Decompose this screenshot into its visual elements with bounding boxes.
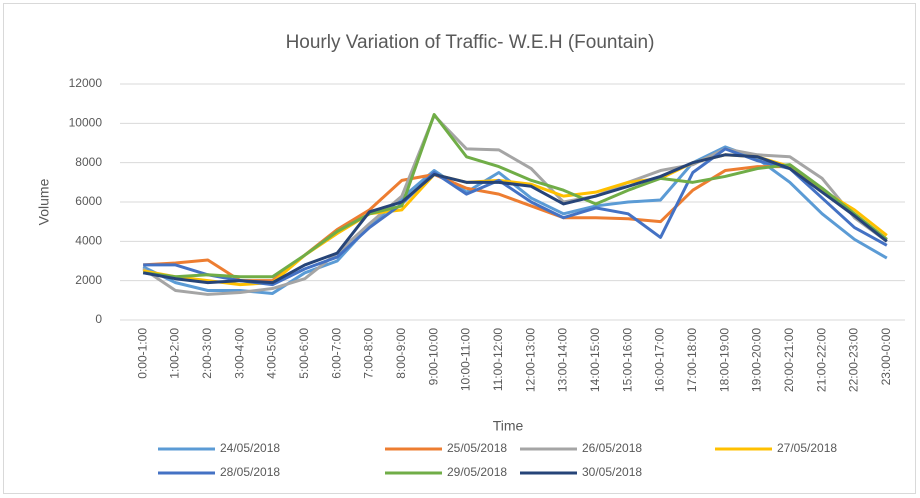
x-axis-title: Time <box>493 418 524 434</box>
x-tick-label: 7:00-8:00 <box>362 328 376 379</box>
y-tick-label: 4000 <box>75 234 102 248</box>
legend-label: 29/05/2018 <box>447 465 507 479</box>
x-tick-label: 8:00-9:00 <box>394 328 408 379</box>
x-tick-label: 12:00-13:00 <box>523 328 537 392</box>
y-tick-label: 6000 <box>75 194 102 208</box>
x-tick-label: 9:00-10:00 <box>426 328 440 386</box>
x-tick-label: 14:00-15:00 <box>588 328 602 392</box>
x-tick-label: 2:00-3:00 <box>200 328 214 379</box>
series-line <box>143 147 888 287</box>
y-tick-label: 2000 <box>75 273 102 287</box>
legend-label: 28/05/2018 <box>220 465 280 479</box>
x-tick-label: 3:00-4:00 <box>232 328 246 379</box>
x-tick-label: 17:00-18:00 <box>685 328 699 392</box>
legend-label: 26/05/2018 <box>582 441 642 455</box>
x-tick-label: 23:00-0:00 <box>879 328 893 386</box>
legend-label: 30/05/2018 <box>582 465 642 479</box>
legend-label: 27/05/2018 <box>777 441 837 455</box>
legend-label: 24/05/2018 <box>220 441 280 455</box>
x-tick-label: 16:00-17:00 <box>653 328 667 392</box>
y-tick-label: 8000 <box>75 155 102 169</box>
x-tick-label: 11:00-12:00 <box>491 328 505 391</box>
x-tick-label: 13:00-14:00 <box>556 328 570 392</box>
x-tick-label: 10:00-11:00 <box>459 328 473 391</box>
x-tick-label: 18:00-19:00 <box>717 328 731 392</box>
series-line <box>142 112 888 279</box>
chart-border <box>3 3 916 494</box>
x-tick-label: 20:00-21:00 <box>782 328 796 392</box>
y-tick-label: 12000 <box>69 76 103 90</box>
y-tick-label: 0 <box>95 312 102 326</box>
x-tick-label: 19:00-20:00 <box>750 328 764 392</box>
x-tick-label: 0:00-1:00 <box>135 328 149 379</box>
chart-title: Hourly Variation of Traffic- W.E.H (Foun… <box>286 32 655 53</box>
legend-label: 25/05/2018 <box>447 441 507 455</box>
x-tick-label: 22:00-23:00 <box>847 328 861 392</box>
y-axis-title: Volume <box>36 178 52 225</box>
x-tick-label: 4:00-5:00 <box>265 328 279 379</box>
series-line <box>142 153 888 285</box>
x-tick-label: 21:00-22:00 <box>814 328 828 392</box>
y-tick-label: 10000 <box>69 116 103 130</box>
x-tick-label: 6:00-7:00 <box>329 328 343 379</box>
series-line <box>142 113 888 296</box>
x-tick-label: 1:00-2:00 <box>168 328 182 379</box>
x-tick-label: 15:00-16:00 <box>620 328 634 392</box>
x-tick-label: 5:00-6:00 <box>297 328 311 379</box>
